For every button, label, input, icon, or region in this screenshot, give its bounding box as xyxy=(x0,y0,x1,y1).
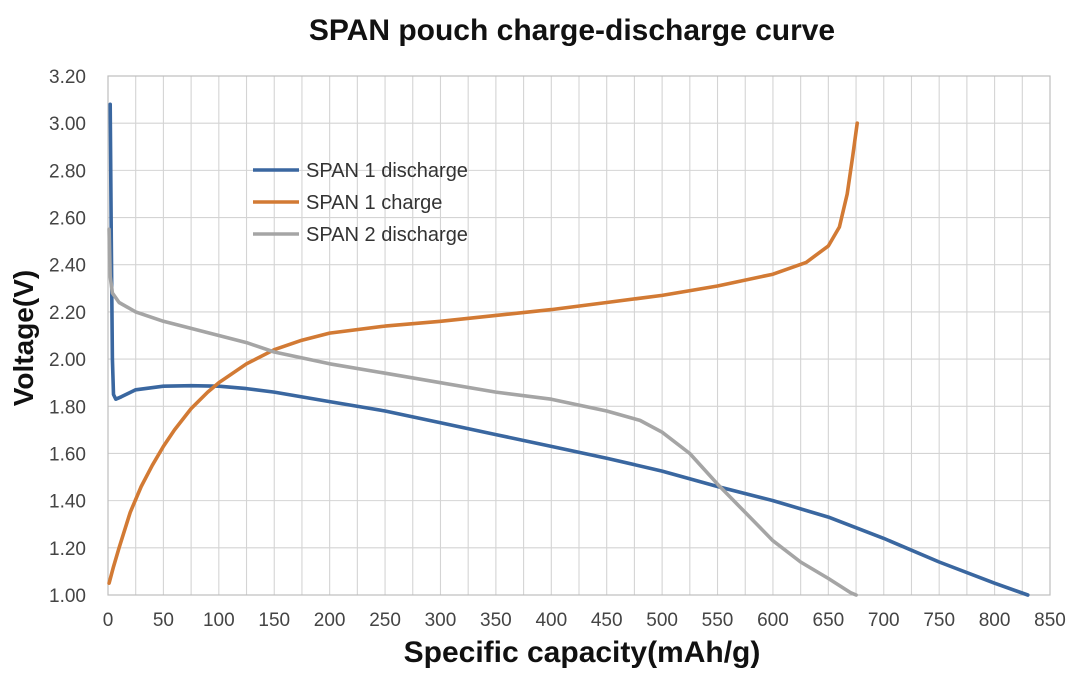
x-tick-label: 0 xyxy=(103,610,114,631)
series-line-span-1-discharge xyxy=(108,102,1030,597)
x-tick-label: 450 xyxy=(591,610,623,631)
x-tick-label: 600 xyxy=(757,610,789,631)
x-tick-label: 800 xyxy=(979,610,1011,631)
x-tick-label: 750 xyxy=(923,610,955,631)
y-axis-title: Voltage(V) xyxy=(8,270,39,406)
x-tick-label: 100 xyxy=(203,610,235,631)
series-line-span-2-discharge xyxy=(107,227,858,597)
y-tick-label: 1.40 xyxy=(49,492,86,513)
x-tick-label: 500 xyxy=(646,610,678,631)
x-tick-label: 850 xyxy=(1034,610,1066,631)
y-tick-label: 2.80 xyxy=(49,161,86,182)
chart-title: SPAN pouch charge-discharge curve xyxy=(308,14,836,47)
legend: SPAN 1 discharge SPAN 1 charge SPAN 2 disc… xyxy=(253,160,468,246)
y-tick-label: 2.20 xyxy=(49,303,86,324)
x-tick-label: 650 xyxy=(813,610,845,631)
y-tick-label: 2.60 xyxy=(49,209,86,230)
y-tick-label: 3.20 xyxy=(49,67,86,88)
plot-area-border xyxy=(107,75,1051,596)
x-tick-label: 350 xyxy=(480,610,512,631)
y-tick-label: 1.20 xyxy=(49,539,86,560)
y-tick-label: 3.00 xyxy=(49,114,86,135)
x-tick-label: 700 xyxy=(868,610,900,631)
y-tick-label: 2.00 xyxy=(49,350,86,371)
x-tick-label: 150 xyxy=(258,610,290,631)
x-tick-label: 550 xyxy=(702,610,734,631)
y-tick-label: 2.40 xyxy=(49,256,86,277)
y-tick-label: 1.60 xyxy=(49,444,86,465)
y-axis-tick-labels: 1.00 1.20 1.40 1.60 1.80 2.00 2.20 2.40 2.60 2.80… xyxy=(49,67,86,607)
legend-label-span-1-discharge: SPAN 1 discharge xyxy=(306,160,468,182)
x-tick-label: 250 xyxy=(369,610,401,631)
x-tick-label: 400 xyxy=(535,610,567,631)
grid xyxy=(108,76,1050,595)
legend-label-span-1-charge: SPAN 1 charge xyxy=(306,192,442,214)
x-tick-label: 300 xyxy=(425,610,457,631)
x-axis-title: Specific capacity(mAh/g) xyxy=(404,636,761,669)
series-line-span-1-charge xyxy=(107,121,859,585)
y-tick-label: 1.00 xyxy=(49,586,86,607)
y-tick-label: 1.80 xyxy=(49,397,86,418)
legend-label-span-2-discharge: SPAN 2 discharge xyxy=(306,224,468,246)
x-tick-label: 50 xyxy=(153,610,174,631)
x-tick-label: 200 xyxy=(314,610,346,631)
series-lines xyxy=(107,102,1030,597)
x-axis-tick-labels: 0 50 100 150 200 250 300 350 400 450 500 550 600 650 7… xyxy=(103,610,1066,631)
